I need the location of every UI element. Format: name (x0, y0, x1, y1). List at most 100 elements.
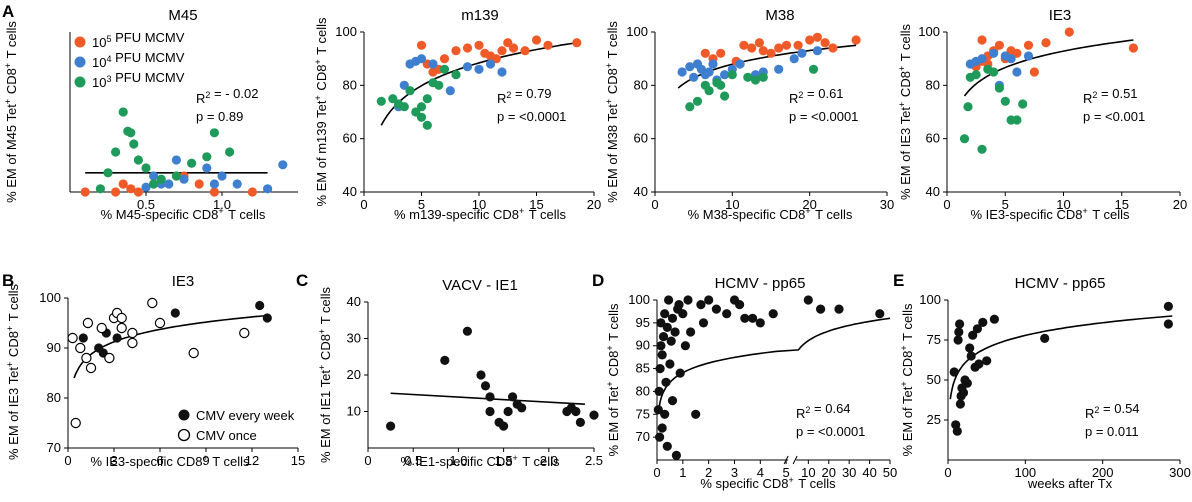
label-sup: 5 (106, 34, 111, 44)
label-sup: + (1082, 206, 1087, 216)
chart-title: M45 (168, 7, 197, 24)
x-tick-label: 1.0 (213, 197, 231, 212)
data-point (680, 341, 691, 351)
data-point (476, 370, 486, 380)
x-tick-label: 0.5 (404, 453, 422, 468)
label-sup: + (317, 329, 327, 334)
data-point (952, 426, 962, 436)
y-tick-label: 70 (636, 429, 650, 444)
y-axis-label: % EM of Tet+ CD8+ T cells (605, 303, 621, 456)
data-point (485, 59, 496, 69)
data-point (974, 359, 984, 369)
label-part: T cells (6, 283, 21, 324)
data-point (661, 377, 671, 387)
y-tick-label: 100 (626, 24, 648, 39)
data-point (112, 333, 122, 343)
data-point (485, 392, 495, 402)
data-point (978, 317, 988, 327)
data-point (654, 386, 664, 396)
label-part: PFU MCMV (111, 70, 184, 85)
x-tick-label: 0 (364, 453, 371, 468)
label-part: % m139-specific (394, 207, 493, 222)
label-part: T cells (209, 454, 250, 469)
data-point (187, 158, 197, 168)
data-point (708, 59, 718, 69)
data-point (1040, 333, 1050, 343)
data-point (834, 304, 844, 314)
y-tick-label: 70 (47, 440, 61, 455)
chart-title: VACV - IE1 (442, 277, 518, 294)
data-point (255, 300, 265, 311)
data-point (989, 67, 999, 77)
legend-label: 104 PFU MCMV (92, 50, 185, 70)
label-part: CD8 (6, 331, 21, 357)
data-point (188, 347, 199, 359)
label-part: R (196, 91, 205, 106)
label-sup: + (512, 453, 517, 463)
label-part: Tet (898, 107, 913, 125)
label-part: CD8 (605, 68, 620, 94)
axis-break-mark (792, 455, 798, 465)
label-part: T cells (795, 476, 836, 491)
data-point (994, 83, 1005, 93)
data-point (994, 40, 1005, 50)
data-point (671, 450, 682, 460)
x-tick-label: 300 (1169, 465, 1191, 480)
label-part: = 0.79 (511, 86, 551, 101)
label-sup: + (605, 381, 615, 386)
data-point (445, 86, 455, 96)
label-sup: 2 (205, 90, 210, 100)
data-point (704, 67, 714, 77)
x-tick-label: 0 (944, 465, 951, 480)
data-point (104, 352, 115, 364)
panel-label-C: C (296, 271, 308, 290)
data-point (262, 313, 272, 323)
data-point (82, 317, 94, 329)
data-point (766, 48, 776, 58)
data-point (247, 187, 257, 197)
stat-p: p = <0.001 (1083, 109, 1145, 124)
x-tick-label: 10 (1056, 197, 1070, 212)
data-point (133, 187, 143, 197)
x-tick-label: 0 (651, 197, 658, 212)
data-point (497, 67, 507, 77)
x-tick-label: 3 (110, 453, 117, 468)
data-point (677, 67, 687, 77)
data-point (667, 313, 678, 323)
data-point (683, 295, 693, 305)
data-point (768, 309, 778, 319)
label-sup: + (218, 206, 223, 216)
x-tick-label: 100 (1014, 465, 1036, 480)
label-part: CD8 (176, 454, 202, 469)
label-part: % EM of IE1 (318, 387, 333, 463)
data-point (154, 317, 166, 329)
label-part: Tet (605, 104, 620, 122)
data-point (1012, 48, 1022, 58)
data-point (209, 179, 219, 189)
x-tick-label: 0 (653, 465, 660, 480)
data-point (116, 322, 127, 334)
data-point (126, 128, 136, 138)
data-point (111, 187, 121, 197)
data-point (989, 48, 999, 58)
data-point (656, 318, 666, 328)
data-point (462, 326, 472, 336)
y-tick-label: 40 (343, 184, 357, 199)
data-point (820, 38, 830, 48)
y-axis-label: % EM of IE3 Tet+ CD8+ T cells (5, 283, 21, 460)
data-point (141, 163, 151, 173)
data-point (116, 312, 127, 324)
data-point (955, 399, 966, 409)
label-part: % EM of IE3 (6, 384, 21, 460)
data-point (462, 43, 473, 53)
fit-curve (657, 317, 891, 415)
x-tick-label: 10 (472, 197, 486, 212)
y-tick-label: 80 (47, 390, 61, 405)
data-point (755, 318, 765, 328)
data-point (149, 171, 159, 181)
x-axis-label: % IE3-specific CD8+ T cells (970, 206, 1130, 222)
data-point (743, 72, 753, 82)
chart-A4: 0 5 10 15 20 40 60 80 100 IE3 p = <0.001 (918, 7, 1187, 212)
data-point (531, 35, 542, 45)
